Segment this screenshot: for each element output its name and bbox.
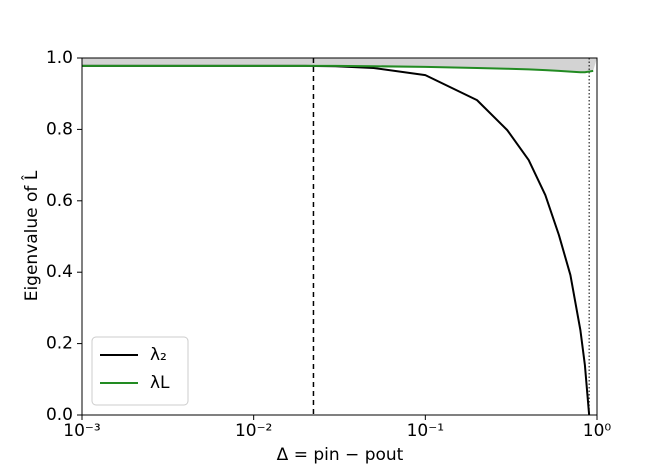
y-tick-label: 0.6: [46, 191, 73, 211]
x-tick-label: 10⁻²: [235, 421, 272, 441]
y-tick-label: 0.8: [46, 119, 73, 139]
x-tick-label: 10⁰: [583, 421, 612, 441]
series-line: [82, 64, 594, 74]
x-tick-label: 10⁻¹: [407, 421, 444, 441]
legend-box: [91, 336, 189, 406]
y-tick-label: 0.4: [46, 262, 73, 282]
x-axis-label: Δ = pin − pout: [277, 445, 404, 465]
y-tick-label: 1.0: [46, 48, 73, 68]
legend-label: λL: [150, 373, 170, 393]
y-axis-label: Eigenvalue of L̂: [21, 170, 42, 301]
y-tick-label: 0.2: [46, 334, 73, 354]
x-tick-label: 10⁻³: [63, 421, 100, 441]
y-tick-label: 0.0: [46, 405, 73, 425]
plot-frame: [81, 57, 598, 416]
legend-label: λ₂: [150, 345, 167, 365]
